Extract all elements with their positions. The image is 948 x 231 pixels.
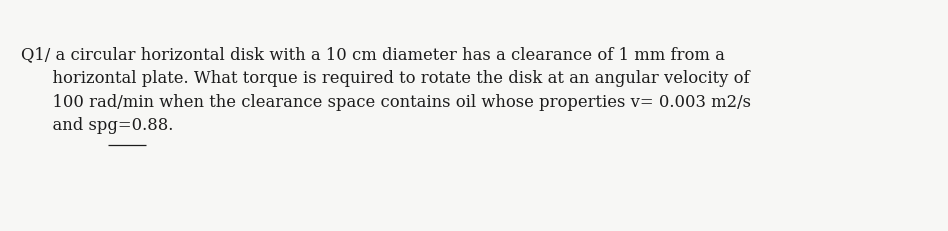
Text: and spg=0.88.: and spg=0.88. (21, 118, 173, 134)
Text: Q1/ a circular horizontal disk with a 10 cm diameter has a clearance of 1 mm fro: Q1/ a circular horizontal disk with a 10… (21, 46, 724, 63)
Text: 100 rad/min when the clearance space contains oil whose properties v= 0.003 m2/s: 100 rad/min when the clearance space con… (21, 94, 751, 111)
Text: horizontal plate. What torque is required to rotate the disk at an angular veloc: horizontal plate. What torque is require… (21, 70, 750, 87)
